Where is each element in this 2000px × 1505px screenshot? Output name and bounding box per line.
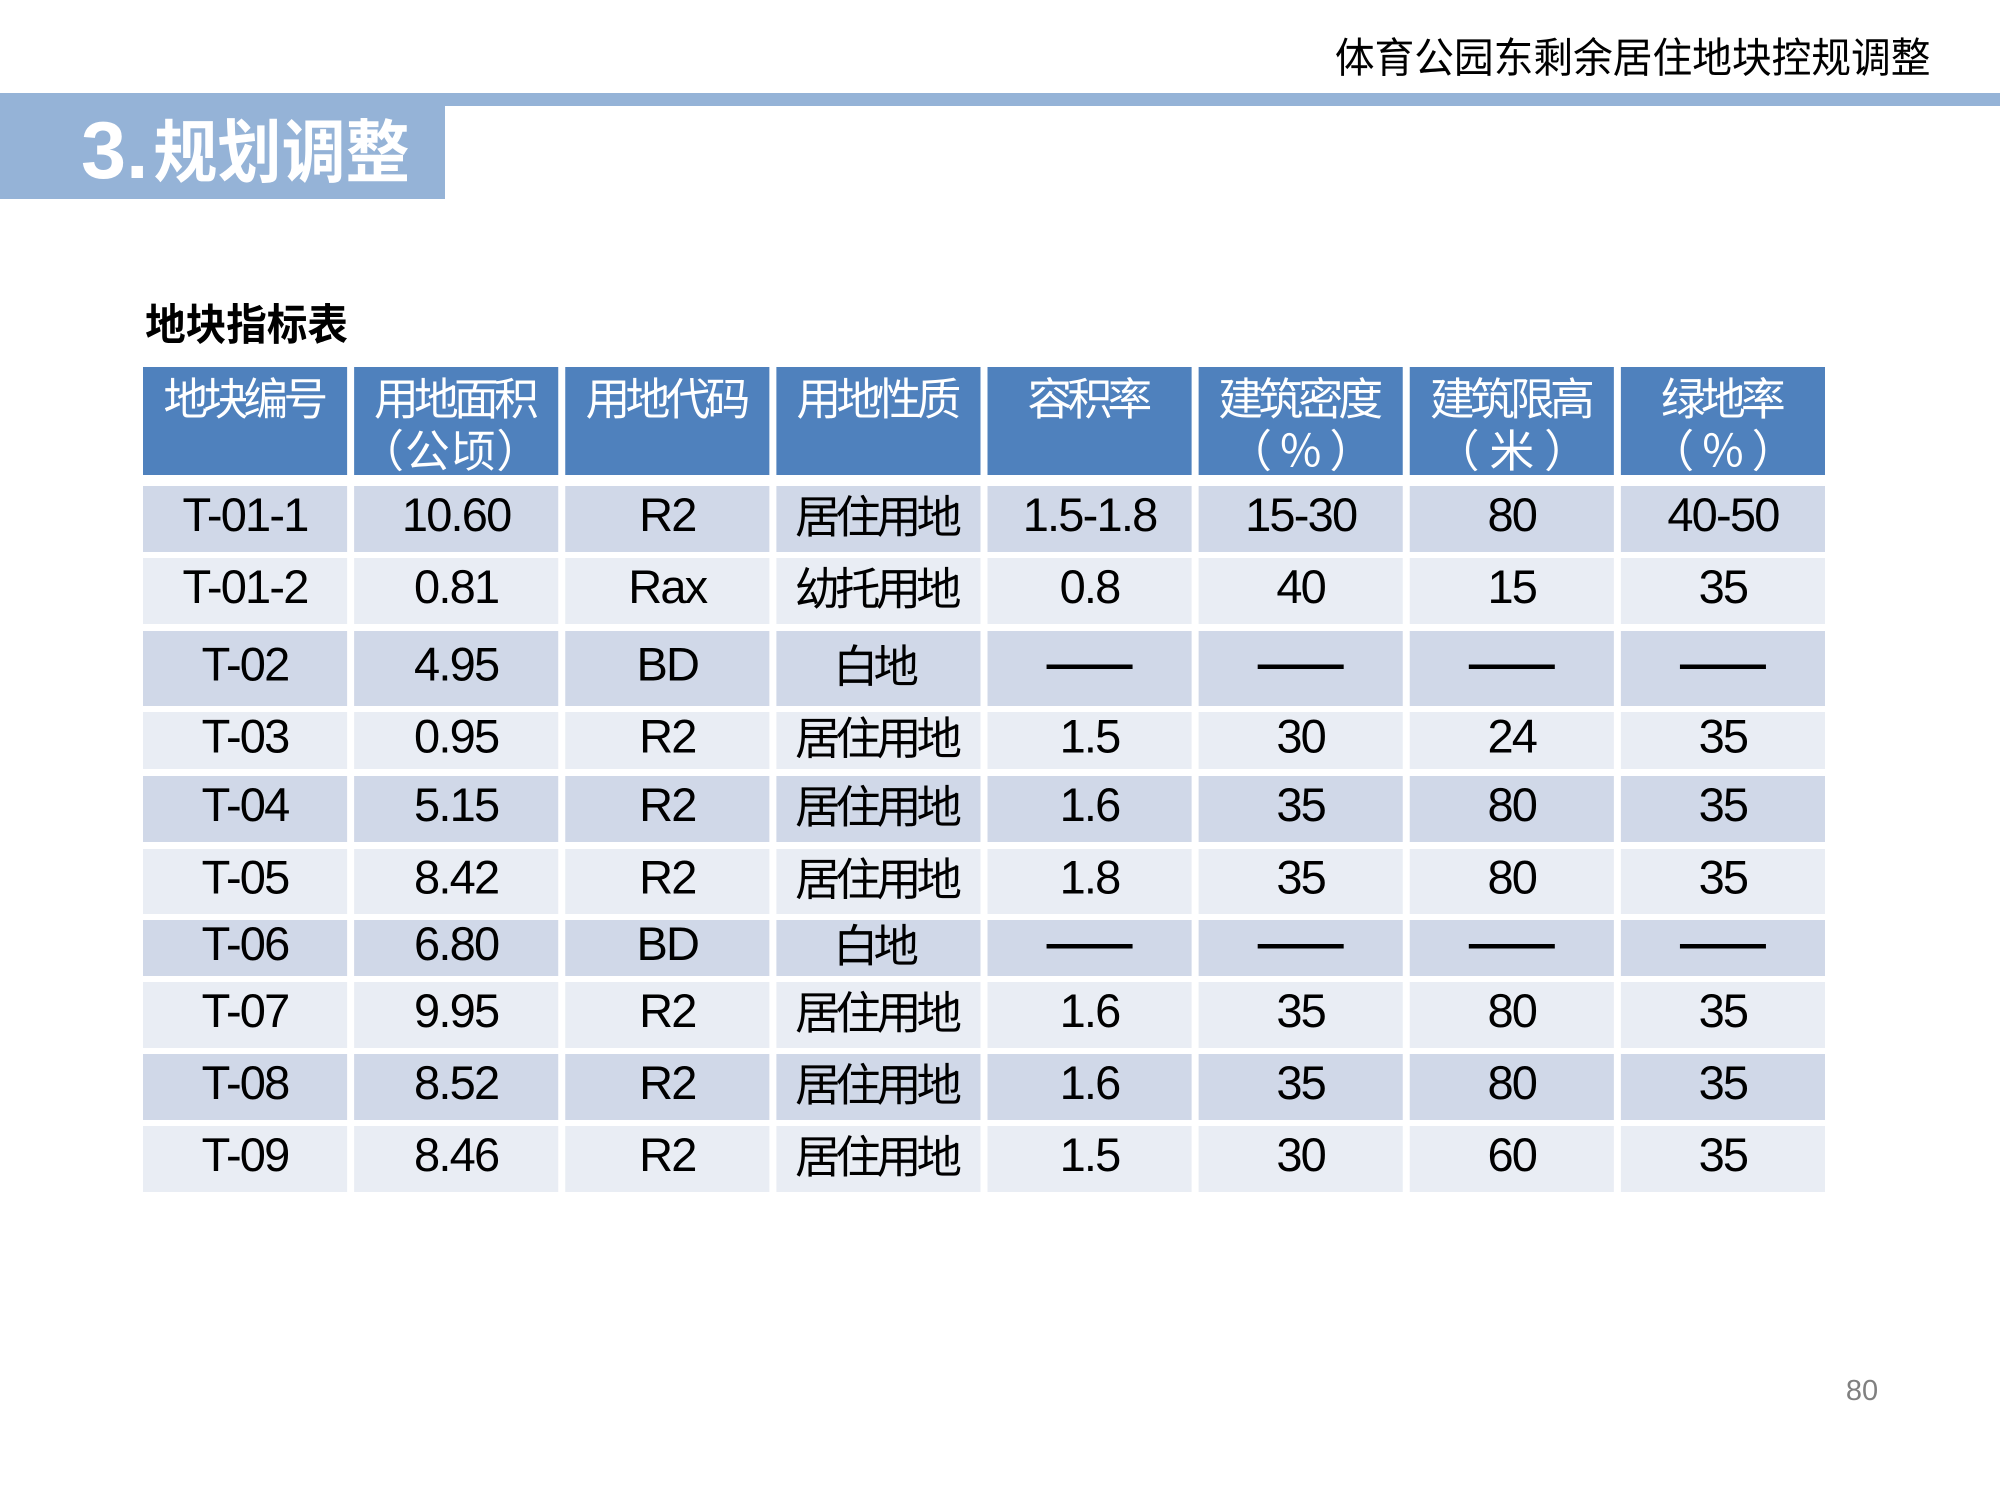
svg-text:1.6: 1.6 (1060, 984, 1121, 1037)
svg-text:80: 80 (1487, 984, 1536, 1037)
svg-text:15: 15 (1487, 560, 1536, 613)
svg-text:60: 60 (1487, 1128, 1536, 1181)
svg-text:35: 35 (1699, 778, 1748, 831)
svg-text:80: 80 (1846, 1375, 1878, 1407)
svg-text:T-01-1: T-01-1 (183, 488, 308, 541)
svg-text:R2: R2 (639, 984, 695, 1037)
svg-text:24: 24 (1487, 710, 1536, 763)
svg-text:3.: 3. (81, 106, 149, 196)
svg-text:8.42: 8.42 (414, 851, 498, 904)
svg-text:9.95: 9.95 (414, 984, 499, 1037)
svg-text:1.6: 1.6 (1060, 1056, 1121, 1109)
svg-text:35: 35 (1699, 851, 1748, 904)
svg-text:T-08: T-08 (202, 1056, 290, 1109)
svg-text:5.15: 5.15 (414, 778, 499, 831)
svg-text:30: 30 (1276, 1128, 1325, 1181)
svg-text:Rax: Rax (628, 560, 707, 613)
svg-text:1.5-1.8: 1.5-1.8 (1023, 488, 1157, 541)
svg-text:BD: BD (636, 638, 698, 691)
svg-text:1.5: 1.5 (1060, 1128, 1121, 1181)
svg-text:35: 35 (1699, 1056, 1748, 1109)
svg-text:35: 35 (1699, 710, 1748, 763)
svg-text:35: 35 (1699, 560, 1748, 613)
svg-text:15-30: 15-30 (1245, 488, 1357, 541)
svg-text:8.46: 8.46 (414, 1128, 499, 1181)
svg-text:0.81: 0.81 (414, 560, 498, 613)
svg-text:35: 35 (1276, 851, 1325, 904)
svg-text:1.5: 1.5 (1060, 710, 1121, 763)
svg-text:R2: R2 (639, 710, 695, 763)
svg-text:T-02: T-02 (202, 638, 289, 691)
svg-text:T-04: T-04 (202, 778, 290, 831)
svg-text:80: 80 (1487, 778, 1536, 831)
svg-text:T-01-2: T-01-2 (183, 560, 308, 613)
svg-text:T-03: T-03 (202, 710, 290, 763)
svg-text:T-07: T-07 (202, 984, 289, 1037)
svg-text:35: 35 (1276, 984, 1325, 1037)
svg-text:35: 35 (1699, 1128, 1748, 1181)
svg-text:T-05: T-05 (202, 851, 290, 904)
svg-text:1.8: 1.8 (1060, 851, 1121, 904)
svg-text:R2: R2 (639, 778, 695, 831)
svg-text:BD: BD (636, 917, 698, 970)
svg-text:30: 30 (1276, 710, 1325, 763)
svg-text:R2: R2 (639, 851, 695, 904)
svg-text:4.95: 4.95 (414, 638, 499, 691)
svg-text:40: 40 (1276, 560, 1325, 613)
svg-text:1.6: 1.6 (1060, 778, 1121, 831)
svg-text:R2: R2 (639, 488, 695, 541)
svg-text:0.95: 0.95 (414, 710, 499, 763)
svg-text:8.52: 8.52 (414, 1056, 498, 1109)
svg-text:10.60: 10.60 (402, 488, 511, 541)
svg-text:0.8: 0.8 (1060, 560, 1121, 613)
svg-text:80: 80 (1487, 1056, 1536, 1109)
svg-text:80: 80 (1487, 851, 1536, 904)
svg-text:T-09: T-09 (202, 1128, 289, 1181)
svg-text:40-50: 40-50 (1667, 488, 1779, 541)
svg-text:35: 35 (1699, 984, 1748, 1037)
svg-text:T-06: T-06 (202, 917, 290, 970)
svg-text:80: 80 (1487, 488, 1536, 541)
svg-text:6.80: 6.80 (414, 917, 499, 970)
svg-text:35: 35 (1276, 778, 1325, 831)
svg-text:R2: R2 (639, 1056, 695, 1109)
svg-text:35: 35 (1276, 1056, 1325, 1109)
svg-text:R2: R2 (639, 1128, 695, 1181)
